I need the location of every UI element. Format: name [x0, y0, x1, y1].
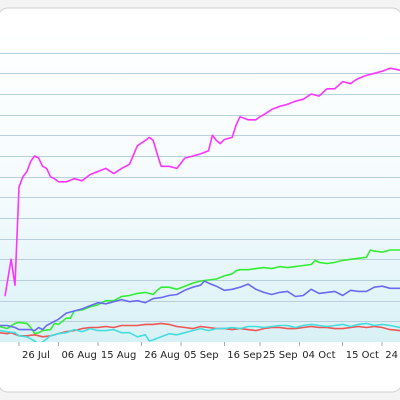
x-tick-label: 15 Aug: [101, 350, 136, 361]
series-line-1: [4, 67, 400, 297]
x-tick-label: 15 Oct: [346, 350, 379, 361]
x-axis: 26 Jul 06 Aug 15 Aug 26 Aug 05 Sep 16 Sep 25 S…: [18, 342, 400, 361]
x-tick-label: 05 Sep: [184, 350, 219, 361]
x-tick-label: 26 Aug: [144, 350, 179, 361]
series-line-2: [0, 249, 400, 335]
x-tick-label: 25 Sep: [263, 350, 298, 361]
plot-area: [0, 32, 400, 342]
x-tick-label: 26 Jul: [22, 350, 50, 361]
series-line-5: [0, 322, 400, 342]
x-tick-label: 16 Sep: [227, 350, 262, 361]
series-layer: [0, 67, 400, 342]
grid: [0, 53, 400, 322]
x-tick-label: 24 Oct: [385, 350, 400, 361]
x-tick-label: 06 Aug: [61, 350, 96, 361]
series-line-3: [0, 280, 400, 332]
x-tick-label: 04 Oct: [302, 350, 335, 361]
